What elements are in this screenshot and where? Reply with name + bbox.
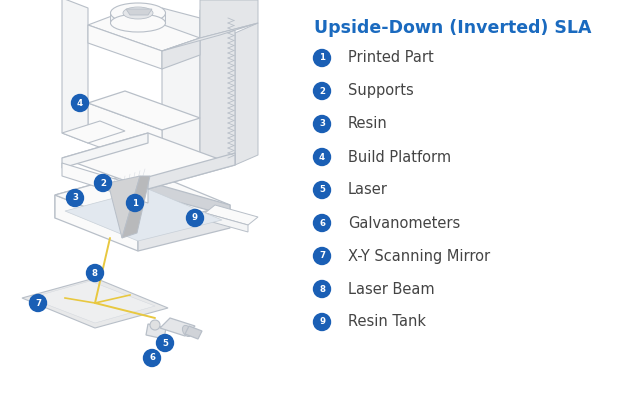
Polygon shape [235, 23, 258, 165]
Polygon shape [205, 205, 258, 225]
Text: 3: 3 [72, 194, 78, 202]
Polygon shape [138, 205, 230, 251]
Text: 3: 3 [319, 119, 325, 128]
Text: Upside-Down (Inverted) SLA: Upside-Down (Inverted) SLA [314, 19, 592, 37]
Circle shape [313, 280, 331, 297]
Polygon shape [108, 176, 140, 238]
Text: Resin Tank: Resin Tank [348, 315, 426, 330]
Text: Printed Part: Printed Part [348, 50, 434, 66]
Polygon shape [145, 181, 230, 216]
Polygon shape [88, 11, 200, 51]
Circle shape [313, 50, 331, 66]
Text: Build Platform: Build Platform [348, 150, 451, 164]
Circle shape [127, 195, 144, 211]
Polygon shape [62, 133, 148, 168]
Polygon shape [185, 326, 202, 339]
Polygon shape [148, 153, 235, 189]
Polygon shape [162, 23, 258, 51]
Circle shape [313, 181, 331, 199]
Polygon shape [55, 195, 138, 251]
Text: 9: 9 [192, 214, 198, 223]
Circle shape [313, 247, 331, 264]
Polygon shape [126, 9, 152, 15]
Circle shape [144, 349, 160, 366]
Text: 7: 7 [319, 252, 325, 261]
Text: 5: 5 [162, 339, 168, 347]
Text: 8: 8 [319, 285, 325, 294]
Polygon shape [88, 91, 200, 130]
Polygon shape [88, 103, 162, 170]
Text: Supports: Supports [348, 83, 414, 98]
Polygon shape [55, 170, 145, 218]
Circle shape [94, 175, 112, 192]
Polygon shape [160, 318, 195, 336]
Text: 4: 4 [319, 152, 325, 161]
Polygon shape [30, 281, 155, 323]
Ellipse shape [123, 7, 153, 19]
Polygon shape [62, 121, 125, 143]
Text: X-Y Scanning Mirror: X-Y Scanning Mirror [348, 249, 490, 263]
Ellipse shape [110, 14, 165, 32]
Text: 2: 2 [319, 86, 325, 95]
Polygon shape [200, 0, 258, 38]
Circle shape [29, 294, 47, 311]
Ellipse shape [110, 3, 165, 23]
Text: Resin: Resin [348, 116, 388, 131]
Polygon shape [62, 0, 88, 143]
Polygon shape [110, 13, 165, 23]
Text: Laser: Laser [348, 183, 388, 197]
Text: 2: 2 [100, 178, 106, 188]
Circle shape [187, 209, 203, 226]
Polygon shape [88, 25, 162, 69]
Text: 6: 6 [149, 354, 155, 363]
Text: 9: 9 [319, 318, 325, 327]
Circle shape [313, 149, 331, 166]
Circle shape [313, 83, 331, 100]
Polygon shape [65, 189, 222, 241]
Polygon shape [55, 170, 230, 228]
Polygon shape [122, 176, 150, 238]
Text: 5: 5 [319, 185, 325, 195]
Circle shape [313, 313, 331, 330]
Ellipse shape [182, 325, 192, 337]
Text: 7: 7 [35, 299, 41, 308]
Circle shape [313, 214, 331, 232]
Circle shape [313, 116, 331, 133]
Circle shape [67, 190, 84, 206]
Circle shape [150, 320, 160, 330]
Text: 1: 1 [319, 54, 325, 62]
Polygon shape [22, 278, 168, 328]
Circle shape [87, 264, 104, 282]
Polygon shape [146, 324, 166, 339]
Polygon shape [200, 10, 235, 165]
Text: 4: 4 [77, 98, 83, 107]
Text: 1: 1 [132, 199, 138, 207]
Text: Galvanometers: Galvanometers [348, 216, 461, 230]
Text: Laser Beam: Laser Beam [348, 282, 435, 297]
Polygon shape [162, 38, 200, 69]
Polygon shape [205, 213, 248, 232]
Circle shape [157, 335, 173, 351]
Circle shape [72, 95, 89, 112]
Polygon shape [62, 163, 148, 203]
Text: 8: 8 [92, 268, 98, 278]
Polygon shape [162, 8, 200, 153]
Text: 6: 6 [319, 218, 325, 228]
Polygon shape [62, 133, 235, 189]
